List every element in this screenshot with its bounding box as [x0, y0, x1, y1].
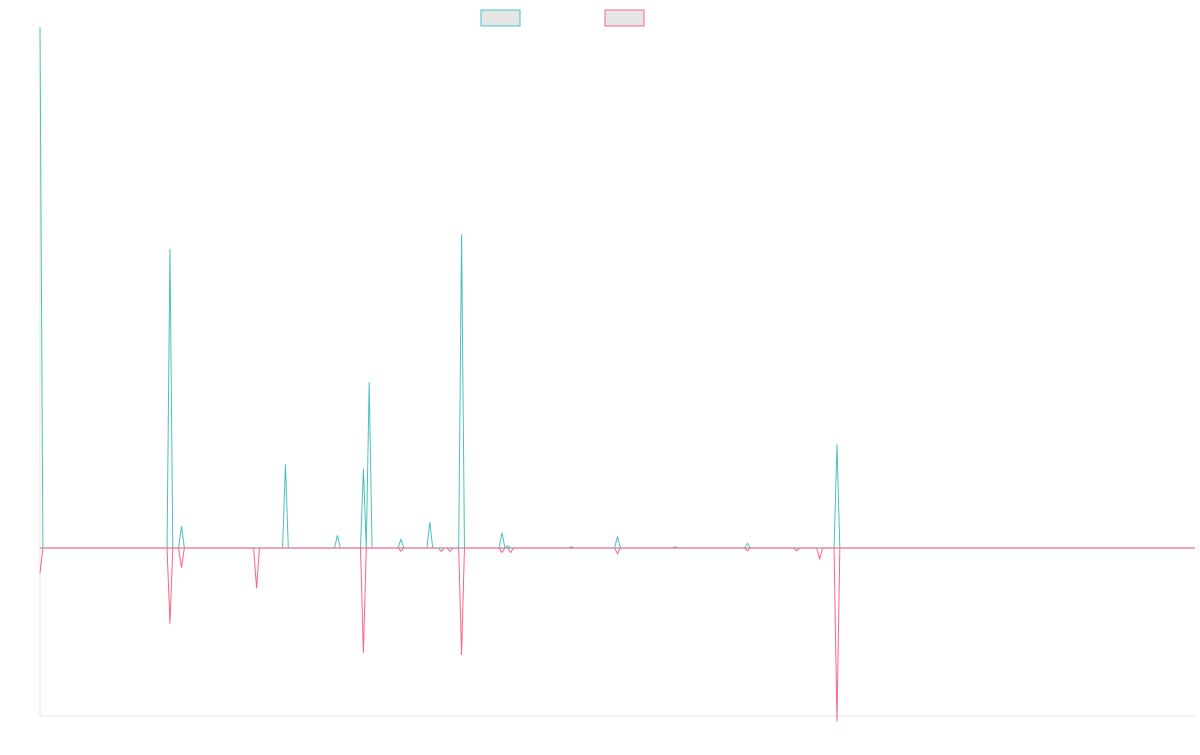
series-line-1	[39, 27, 1195, 549]
legend-swatch-1	[480, 9, 521, 27]
series-line-2	[39, 547, 1195, 722]
legend	[480, 9, 645, 27]
legend-swatch-2	[604, 9, 645, 27]
axes	[39, 30, 1195, 717]
plot-area	[39, 27, 1195, 722]
